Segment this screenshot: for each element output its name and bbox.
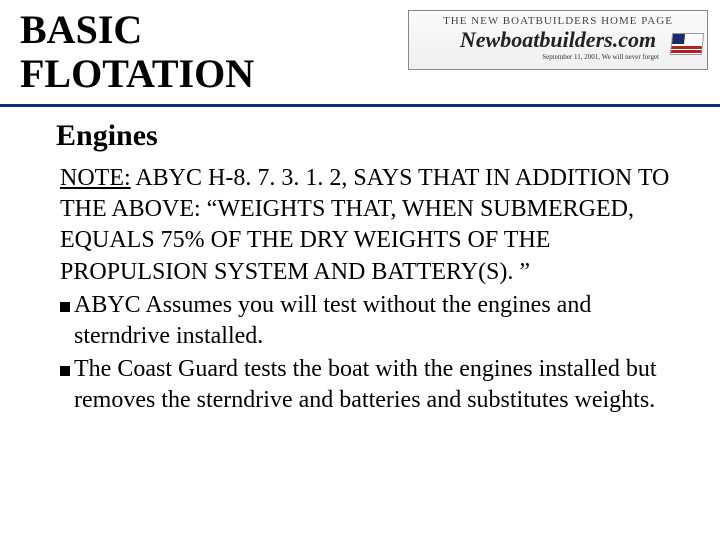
main-title-line2: FLOTATION (20, 52, 408, 96)
title-block: BASIC FLOTATION (20, 8, 408, 96)
logo-top-text: THE NEW BOATBUILDERS HOME PAGE (417, 15, 699, 27)
header-divider (0, 104, 720, 107)
bullet-item: The Coast Guard tests the boat with the … (60, 354, 680, 416)
bullet-item: ABYC Assumes you will test without the e… (60, 290, 680, 352)
main-title-line1: BASIC (20, 8, 408, 52)
note-label: NOTE: (60, 165, 131, 191)
square-bullet-icon (60, 302, 70, 312)
header-row: BASIC FLOTATION THE NEW BOATBUILDERS HOM… (0, 0, 720, 96)
square-bullet-icon (60, 366, 70, 376)
logo-main-text: Newboatbuilders.com (417, 29, 699, 51)
site-logo: THE NEW BOATBUILDERS HOME PAGE Newboatbu… (408, 10, 708, 70)
subheading: Engines (0, 119, 720, 153)
flag-icon (670, 33, 704, 55)
logo-sub-text: September 11, 2001, We will never forget (417, 53, 699, 61)
note-paragraph: NOTE: ABYC H-8. 7. 3. 1. 2, SAYS THAT IN… (60, 163, 680, 288)
bullet-text: ABYC Assumes you will test without the e… (74, 290, 680, 352)
body-content: NOTE: ABYC H-8. 7. 3. 1. 2, SAYS THAT IN… (0, 163, 720, 417)
note-body: ABYC H-8. 7. 3. 1. 2, SAYS THAT IN ADDIT… (60, 165, 669, 285)
bullet-text: The Coast Guard tests the boat with the … (74, 354, 680, 416)
